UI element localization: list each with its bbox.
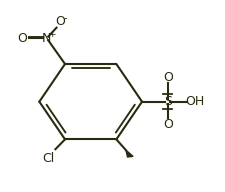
- Text: Cl: Cl: [42, 152, 55, 165]
- Text: O: O: [162, 118, 172, 131]
- Text: O: O: [17, 32, 27, 45]
- Text: -: -: [63, 14, 67, 24]
- Text: O: O: [162, 71, 172, 84]
- Text: N: N: [41, 32, 50, 45]
- Polygon shape: [125, 150, 133, 157]
- Text: S: S: [163, 95, 171, 108]
- Text: +: +: [48, 30, 56, 39]
- Text: OH: OH: [184, 95, 203, 108]
- Text: O: O: [55, 15, 65, 28]
